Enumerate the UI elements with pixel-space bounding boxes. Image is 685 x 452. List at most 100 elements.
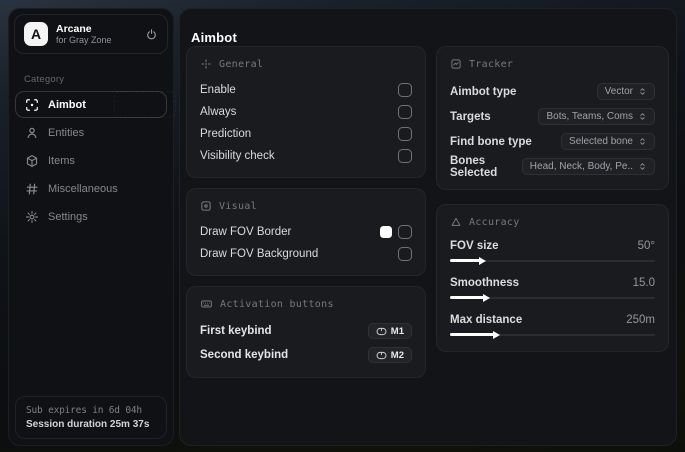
dotted-crosshair-icon xyxy=(200,58,212,70)
fov-background-checkbox[interactable] xyxy=(398,247,412,261)
crosshair-scan-icon xyxy=(24,98,39,112)
setting-label: First keybind xyxy=(200,325,272,337)
setting-label: Draw FOV Border xyxy=(200,226,292,238)
select-value: Selected bone xyxy=(569,136,633,147)
activation-card: Activation buttons First keybind M1 Seco… xyxy=(186,286,426,378)
setting-label: Targets xyxy=(450,110,491,123)
keybind-value: M2 xyxy=(390,349,404,361)
sidebar-item-items[interactable]: Items xyxy=(15,147,167,174)
triangle-icon xyxy=(450,216,462,228)
visibility-check-checkbox[interactable] xyxy=(398,149,412,163)
first-keybind-button[interactable]: M1 xyxy=(367,323,412,339)
sidebar-item-entities[interactable]: Entities xyxy=(15,119,167,146)
setting-label: Second keybind xyxy=(200,349,289,361)
hash-grid-icon xyxy=(24,182,39,196)
sub-expires-text: Sub expires in 6d 04h xyxy=(26,405,142,416)
keyboard-icon xyxy=(200,298,213,310)
setting-label: Max distance xyxy=(450,313,523,326)
setting-label: Draw FOV Background xyxy=(200,248,319,260)
visual-card: Visual Draw FOV Border Draw FOV Backgrou… xyxy=(186,188,426,276)
max-distance-slider[interactable] xyxy=(450,330,655,339)
chevrons-up-down-icon xyxy=(638,87,647,96)
enable-checkbox[interactable] xyxy=(398,83,412,97)
setting-row-visibility-check: Visibility check xyxy=(200,145,412,167)
session-duration-text: Session duration 25m 37s xyxy=(26,419,150,430)
sidebar-item-label: Items xyxy=(48,154,75,167)
mouse-icon xyxy=(376,327,387,336)
slider-thumb[interactable] xyxy=(450,296,483,299)
find-bone-type-select[interactable]: Selected bone xyxy=(561,133,655,150)
card-title-text: Activation buttons xyxy=(220,298,334,310)
slider-thumb[interactable] xyxy=(450,259,479,262)
app-logo: A xyxy=(24,22,48,46)
card-title-text: Visual xyxy=(219,200,257,212)
setting-row-fov-border: Draw FOV Border xyxy=(200,221,412,243)
general-card: General Enable Always Prediction Visibil… xyxy=(186,46,426,178)
setting-row-enable: Enable xyxy=(200,79,412,101)
category-label: Category xyxy=(24,74,65,85)
setting-row-first-keybind: First keybind M1 xyxy=(200,319,412,343)
app-tagline: for Gray Zone xyxy=(56,34,112,45)
activity-square-icon xyxy=(450,58,462,70)
setting-row-prediction: Prediction xyxy=(200,123,412,145)
power-icon[interactable] xyxy=(145,28,158,41)
setting-row-targets: Targets Bots, Teams, Coms xyxy=(450,104,655,129)
setting-row-bones-selected: Bones Selected Head, Neck, Body, Pe.. xyxy=(450,154,655,179)
brand-header: A Arcane for Gray Zone xyxy=(14,14,168,54)
setting-label: Visibility check xyxy=(200,150,275,162)
gear-icon xyxy=(24,210,39,224)
setting-label: Enable xyxy=(200,84,236,96)
slider-value: 250m xyxy=(626,313,655,326)
main-panel: Aimbot General Enable Always Pr xyxy=(179,8,677,446)
setting-row-smoothness: Smoothness 15.0 xyxy=(450,274,655,302)
setting-label: Prediction xyxy=(200,128,252,140)
sidebar: A Arcane for Gray Zone Category Aim xyxy=(8,8,176,446)
tracker-card: Tracker Aimbot type Vector Targets Bots,… xyxy=(436,46,669,190)
mouse-icon xyxy=(376,351,387,360)
slider-value: 50° xyxy=(637,239,655,252)
sidebar-item-aimbot[interactable]: Aimbot xyxy=(15,91,176,118)
aimbot-type-select[interactable]: Vector xyxy=(596,83,655,100)
setting-row-second-keybind: Second keybind M2 xyxy=(200,343,412,367)
sidebar-item-miscellaneous[interactable]: Miscellaneous xyxy=(15,175,167,202)
image-frame-icon xyxy=(200,200,212,212)
app-name: Arcane xyxy=(56,22,92,35)
targets-select[interactable]: Bots, Teams, Coms xyxy=(538,108,655,125)
chevrons-up-down-icon xyxy=(638,112,647,121)
setting-label: Aimbot type xyxy=(450,85,517,98)
chevrons-up-down-icon xyxy=(638,137,647,146)
sidebar-item-settings[interactable]: Settings xyxy=(15,203,167,230)
setting-row-aimbot-type: Aimbot type Vector xyxy=(450,79,655,104)
color-swatch[interactable] xyxy=(380,226,392,238)
sidebar-item-label: Miscellaneous xyxy=(48,182,118,195)
setting-label: Bones Selected xyxy=(450,154,498,179)
page-title: Aimbot xyxy=(191,30,237,45)
prediction-checkbox[interactable] xyxy=(398,127,412,141)
card-title-text: Tracker xyxy=(469,58,514,70)
package-icon xyxy=(24,154,39,168)
watermark-ghost xyxy=(114,91,176,118)
always-checkbox[interactable] xyxy=(398,105,412,119)
accuracy-card: Accuracy FOV size 50° Smoothness 15.0 xyxy=(436,204,669,352)
setting-label: Find bone type xyxy=(450,135,532,148)
select-value: Bots, Teams, Coms xyxy=(546,111,633,122)
chevrons-up-down-icon xyxy=(638,162,647,171)
card-title-text: General xyxy=(219,58,264,70)
setting-row-max-distance: Max distance 250m xyxy=(450,311,655,339)
setting-row-fov-background: Draw FOV Background xyxy=(200,243,412,265)
subscription-info: Sub expires in 6d 04h Session duration 2… xyxy=(15,396,167,439)
fov-border-checkbox[interactable] xyxy=(398,225,412,239)
sidebar-item-label: Entities xyxy=(48,126,85,139)
slider-thumb[interactable] xyxy=(450,333,494,336)
sidebar-item-label: Aimbot xyxy=(48,98,86,111)
setting-label: Always xyxy=(200,106,237,118)
select-value: Head, Neck, Body, Pe.. xyxy=(529,161,633,172)
bones-selected-select[interactable]: Head, Neck, Body, Pe.. xyxy=(521,158,655,175)
slider-value: 15.0 xyxy=(632,276,655,289)
smoothness-slider[interactable] xyxy=(450,293,655,302)
fov-size-slider[interactable] xyxy=(450,256,655,265)
second-keybind-button[interactable]: M2 xyxy=(367,347,412,363)
card-title-text: Accuracy xyxy=(469,216,520,228)
setting-row-always: Always xyxy=(200,101,412,123)
select-value: Vector xyxy=(604,86,633,97)
